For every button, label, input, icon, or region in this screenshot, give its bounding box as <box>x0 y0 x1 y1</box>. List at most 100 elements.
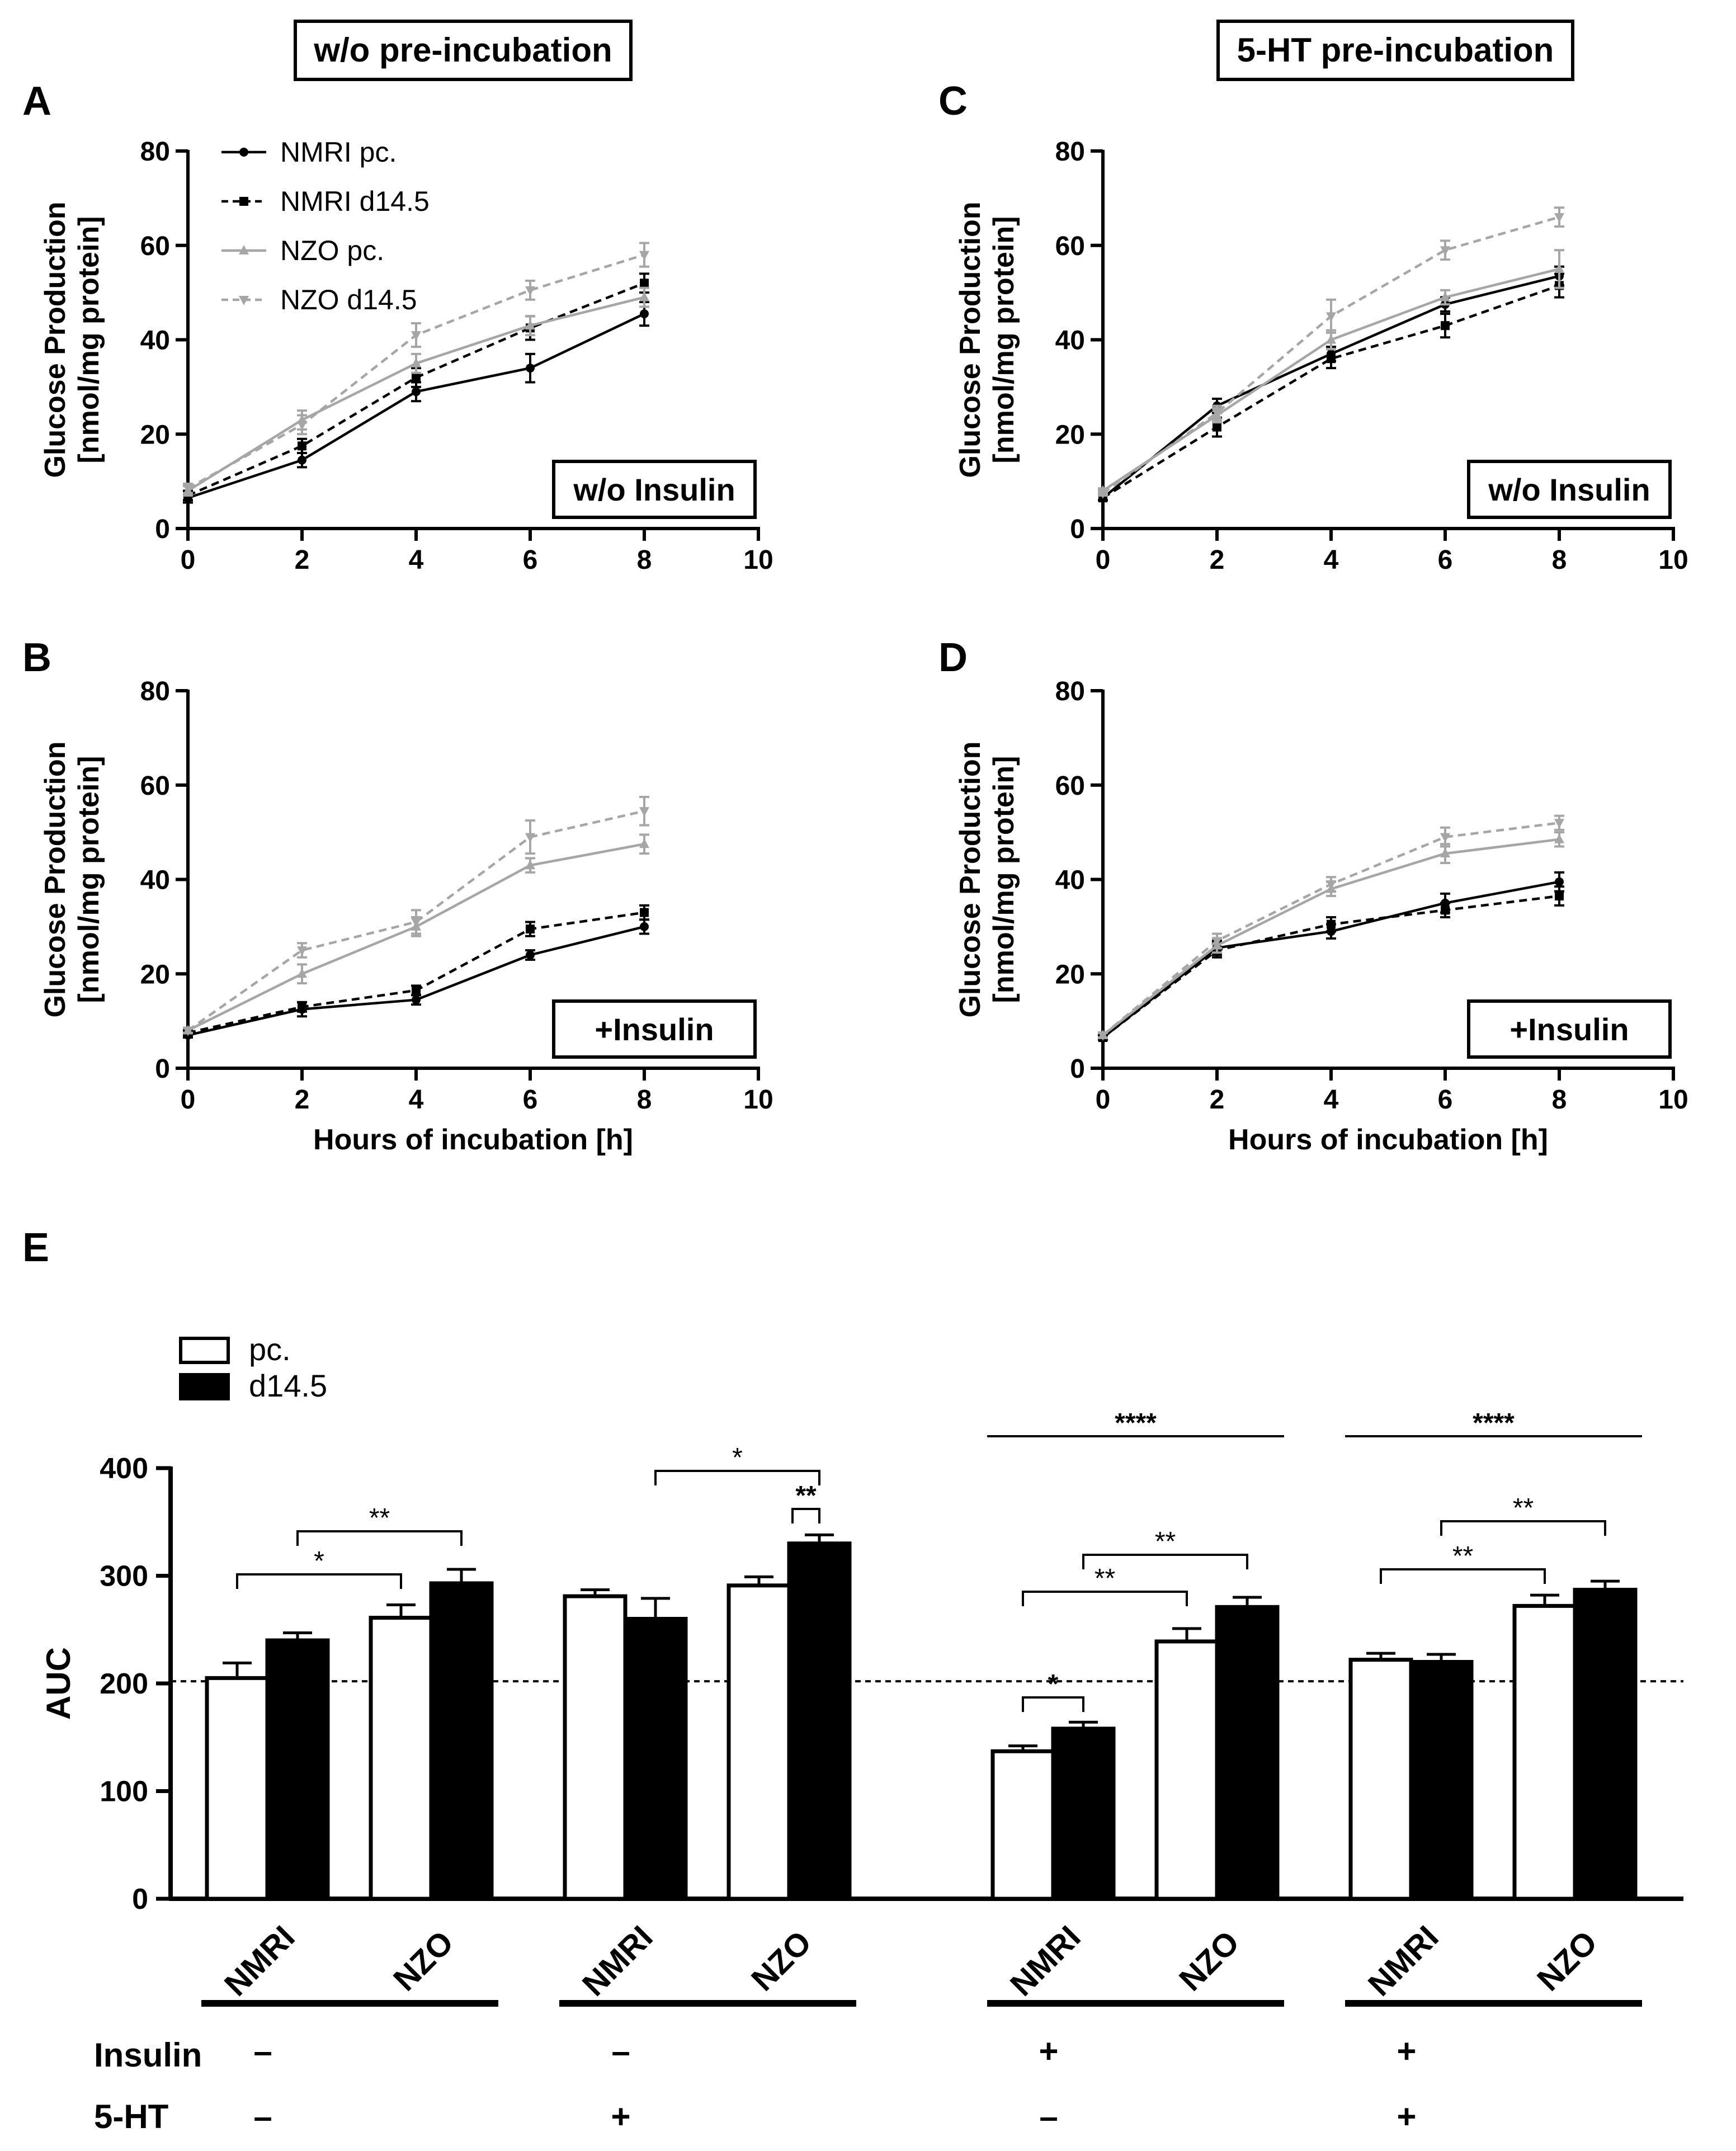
panel-letter-e: E <box>22 1225 49 1270</box>
data-point <box>525 320 535 330</box>
significance-label: ** <box>1513 1493 1534 1523</box>
y-tick-label: 20 <box>140 420 170 450</box>
x-tick-label: 4 <box>409 1085 424 1115</box>
ht-sign: + <box>611 2098 630 2135</box>
insulin-sign: – <box>253 2032 272 2070</box>
data-point <box>1213 422 1221 432</box>
data-point <box>1212 937 1222 947</box>
legend-label: NZO pc. <box>280 235 384 266</box>
data-point <box>1554 213 1564 223</box>
data-point <box>412 995 421 1004</box>
legend-marker <box>239 148 248 157</box>
y-tick-label: 40 <box>140 326 170 356</box>
category-label: NMRI <box>1003 1919 1088 2003</box>
significance-bracket <box>1022 1591 1188 1606</box>
ht-sign: – <box>253 2098 272 2135</box>
significance-label: * <box>314 1546 324 1576</box>
bar-d14-nzo <box>1573 1588 1638 1901</box>
data-point <box>298 1002 306 1012</box>
legend-marker <box>239 245 249 254</box>
category-label: NMRI <box>218 1919 302 2003</box>
significance-label: ** <box>369 1503 390 1533</box>
data-point <box>1441 321 1450 331</box>
right-title-box <box>1216 20 1574 81</box>
data-point <box>297 421 307 431</box>
y-tick-label: 20 <box>1055 960 1085 989</box>
y-tick-label: 0 <box>155 1054 170 1084</box>
data-point <box>640 908 649 917</box>
x-tick-label: 2 <box>295 545 310 575</box>
y-tick-label: 400 <box>100 1452 148 1485</box>
significance-bracket <box>236 1573 402 1589</box>
legend-marker <box>239 296 249 305</box>
y-axis-label-line2: [nmol/mg protein] <box>73 756 105 1003</box>
condition-label: w/o Insulin <box>1488 472 1650 507</box>
bar-pc-nzo <box>727 1583 791 1901</box>
data-point <box>526 924 535 934</box>
x-tick-label: 4 <box>409 545 424 575</box>
data-point <box>525 860 535 870</box>
data-point <box>412 373 421 382</box>
significance-label: **** <box>1115 1408 1157 1438</box>
condition-label: +Insulin <box>1509 1012 1629 1047</box>
bar-d14-nmri <box>1409 1660 1474 1901</box>
data-point <box>525 833 535 843</box>
data-point <box>640 279 649 288</box>
legend-marker <box>239 197 248 206</box>
x-tick-label: 10 <box>743 545 773 575</box>
line-panel-b: B 0 20 40 60 80 0 2 4 6 8 10 Glucose Production [nmol… <box>22 635 773 1156</box>
legend-label: NZO d14.5 <box>280 284 417 315</box>
y-tick-label: 80 <box>1055 677 1085 706</box>
y-tick-label: 80 <box>140 137 170 167</box>
data-point <box>639 291 649 301</box>
y-axis-label-line1: Glucose Production <box>39 201 72 478</box>
bar-pc-nmri <box>205 1676 270 1901</box>
data-point <box>411 331 421 341</box>
significance-label: * <box>1048 1669 1059 1699</box>
bar-d14-nmri <box>265 1638 330 1901</box>
panel-letter-c: C <box>938 79 968 124</box>
x-tick-label: 8 <box>1552 1085 1567 1115</box>
y-tick-label: 60 <box>140 771 170 801</box>
data-point <box>1555 891 1564 901</box>
data-point <box>1212 409 1222 419</box>
data-point <box>1554 833 1564 843</box>
data-point <box>183 1026 193 1036</box>
data-point <box>411 918 421 928</box>
data-point <box>639 838 649 848</box>
legend-swatch-pc <box>179 1337 230 1364</box>
x-tick-label: 10 <box>743 1085 773 1115</box>
data-point <box>297 946 307 956</box>
x-tick-label: 10 <box>1658 1085 1688 1115</box>
condition-box <box>552 999 757 1059</box>
ht-sign: + <box>1397 2098 1416 2135</box>
significance-label: ** <box>1452 1541 1473 1571</box>
bar-pc-nmri <box>990 1749 1055 1901</box>
y-tick-label: 0 <box>132 1883 148 1916</box>
panel-letter-d: D <box>938 635 968 680</box>
insulin-sign: + <box>1397 2032 1416 2070</box>
bar-panel-e: Epc.d14.5 0 100 200 300 400 AUC NMRI NZO NMRI NZO N… <box>22 1225 1683 2135</box>
y-tick-label: 40 <box>1055 326 1085 356</box>
condition-box <box>1467 999 1672 1059</box>
series-line-nzo-d14-5 <box>187 810 645 1032</box>
x-tick-label: 10 <box>1658 545 1688 575</box>
x-tick-label: 4 <box>1324 1085 1339 1115</box>
significance-label: * <box>732 1443 743 1473</box>
row-label-insulin: Insulin <box>94 2036 202 2074</box>
y-axis-label-line1: Glucose Production <box>954 741 987 1017</box>
panel-letter-b: B <box>22 635 51 680</box>
x-tick-label: 8 <box>637 545 652 575</box>
significance-bracket <box>791 1508 820 1523</box>
data-point <box>639 251 649 261</box>
significance-bracket <box>296 1530 463 1546</box>
x-tick-label: 6 <box>523 545 538 575</box>
category-label: NMRI <box>575 1919 660 2003</box>
data-point <box>1326 880 1336 890</box>
left-title-box <box>294 20 633 81</box>
x-tick-label: 8 <box>1552 545 1567 575</box>
condition-box <box>552 460 757 519</box>
data-point <box>640 309 649 319</box>
significance-bracket <box>1380 1568 1546 1584</box>
data-point <box>1440 291 1450 301</box>
